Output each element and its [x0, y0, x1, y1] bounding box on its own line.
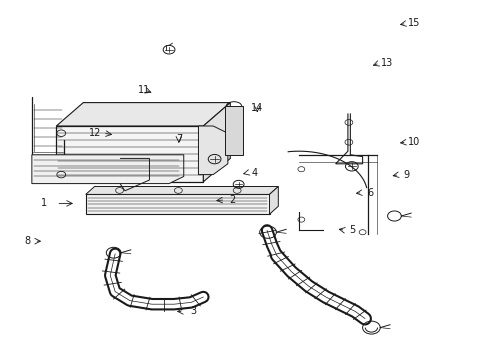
Text: 15: 15	[408, 18, 420, 28]
Text: 8: 8	[24, 236, 30, 246]
Text: 9: 9	[404, 170, 410, 180]
Polygon shape	[270, 186, 278, 214]
Text: 1: 1	[41, 198, 47, 208]
Polygon shape	[56, 103, 230, 126]
Text: 6: 6	[367, 188, 373, 198]
Text: 5: 5	[350, 225, 356, 235]
Text: 2: 2	[230, 195, 236, 205]
Polygon shape	[203, 103, 230, 182]
Text: 11: 11	[138, 85, 151, 95]
Text: 3: 3	[191, 306, 196, 316]
Text: 12: 12	[89, 128, 102, 138]
Polygon shape	[225, 106, 243, 155]
Text: 14: 14	[251, 103, 264, 113]
Polygon shape	[56, 126, 203, 182]
Text: 4: 4	[252, 168, 258, 178]
Text: 7: 7	[176, 134, 182, 144]
Text: 10: 10	[408, 137, 420, 147]
Text: 13: 13	[381, 58, 393, 68]
Polygon shape	[198, 126, 228, 175]
Polygon shape	[86, 194, 270, 214]
Polygon shape	[86, 186, 278, 194]
Polygon shape	[32, 155, 184, 184]
